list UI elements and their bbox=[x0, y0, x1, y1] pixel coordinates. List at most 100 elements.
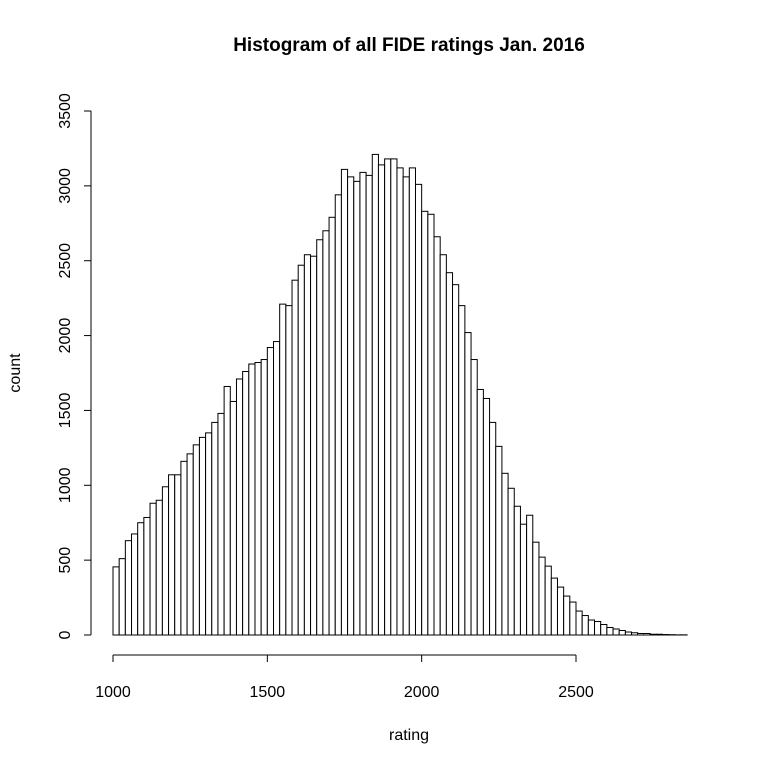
x-axis-label: rating bbox=[389, 727, 429, 744]
y-tick-label: 3500 bbox=[57, 93, 74, 129]
histogram-bar bbox=[371, 153, 379, 636]
histogram-bar bbox=[279, 303, 287, 636]
histogram-bar bbox=[476, 388, 484, 636]
y-tick-label: 2000 bbox=[57, 318, 74, 354]
y-tick-label: 500 bbox=[57, 547, 74, 574]
histogram-bar bbox=[118, 558, 126, 636]
histogram-bar bbox=[556, 586, 565, 636]
y-axis-label: count bbox=[7, 353, 24, 393]
x-tick-label: 1500 bbox=[250, 684, 286, 701]
histogram-bar bbox=[575, 610, 583, 636]
x-tick-label: 2500 bbox=[558, 684, 594, 701]
histogram-bar bbox=[180, 460, 188, 636]
histogram-bar bbox=[464, 332, 472, 636]
histogram-bar bbox=[131, 533, 139, 636]
histogram-bar bbox=[260, 359, 268, 636]
y-axis: 0 500 1000 1500 2000 2500 3000 3500 bbox=[57, 93, 92, 639]
histogram-bar bbox=[328, 216, 336, 636]
histogram-bar bbox=[649, 633, 657, 636]
histogram-bar bbox=[161, 486, 170, 636]
histogram-bar bbox=[322, 230, 330, 636]
histogram-bar bbox=[600, 624, 608, 636]
histogram-bar bbox=[266, 347, 274, 636]
histogram-bar bbox=[495, 445, 503, 636]
histogram-bar bbox=[143, 516, 151, 636]
histogram-bar bbox=[501, 472, 509, 636]
histogram-bar bbox=[402, 176, 410, 636]
histogram-bar bbox=[643, 633, 651, 636]
histogram-bar bbox=[235, 378, 244, 636]
histogram-bar bbox=[433, 236, 441, 636]
histogram-bar bbox=[297, 264, 305, 636]
y-tick-label: 1500 bbox=[57, 393, 74, 429]
histogram-bar bbox=[365, 174, 373, 636]
histogram-bar bbox=[414, 183, 423, 636]
y-tick-label: 2500 bbox=[57, 243, 74, 279]
histogram-bar bbox=[223, 385, 231, 636]
histogram-bar bbox=[618, 630, 626, 636]
histogram-bar bbox=[408, 167, 416, 636]
histogram-bar bbox=[526, 514, 534, 636]
histogram-bar bbox=[211, 421, 219, 636]
histogram-bar bbox=[112, 566, 120, 636]
histogram-bar bbox=[519, 523, 528, 636]
histogram-bar bbox=[507, 487, 515, 636]
histogram-bar bbox=[544, 565, 552, 636]
y-tick-label: 1000 bbox=[57, 467, 74, 503]
x-tick-label: 1000 bbox=[95, 684, 131, 701]
histogram-bar bbox=[489, 421, 497, 636]
histogram-bar bbox=[606, 627, 614, 636]
histogram-bar bbox=[470, 359, 478, 636]
histogram-bar bbox=[217, 412, 225, 636]
histogram-bar bbox=[427, 213, 435, 636]
y-tick-label: 0 bbox=[57, 630, 74, 639]
histogram-bar bbox=[248, 363, 256, 636]
histogram-bar bbox=[229, 400, 237, 636]
histogram-bar bbox=[254, 362, 262, 636]
y-tick-label: 3000 bbox=[57, 168, 74, 204]
histogram-bar bbox=[334, 194, 342, 636]
histogram-bar bbox=[186, 453, 194, 636]
histogram-bar bbox=[340, 168, 349, 636]
histogram-bar bbox=[359, 171, 367, 636]
histogram-bar bbox=[285, 305, 293, 636]
histogram-bar bbox=[513, 505, 521, 636]
histogram-bar bbox=[612, 628, 620, 636]
histogram-bar bbox=[594, 621, 602, 636]
histogram-bar bbox=[137, 522, 145, 636]
histogram-bar bbox=[291, 279, 299, 636]
histogram-bar bbox=[155, 499, 163, 636]
histogram-bar bbox=[458, 305, 466, 636]
histogram-bar bbox=[587, 619, 596, 636]
histogram-bar bbox=[198, 436, 207, 636]
histogram-bar bbox=[149, 502, 157, 636]
histogram-bar bbox=[273, 341, 281, 636]
histogram-bar bbox=[174, 474, 182, 636]
bars-group bbox=[112, 153, 688, 636]
histogram-bar bbox=[581, 615, 589, 636]
histogram-bar bbox=[624, 631, 633, 636]
histogram-bar bbox=[452, 284, 460, 636]
histogram-bar bbox=[353, 180, 361, 636]
x-axis: 1000 1500 2000 2500 bbox=[95, 654, 594, 701]
histogram-bar bbox=[192, 444, 200, 636]
histogram-bar bbox=[482, 397, 491, 636]
histogram-bar bbox=[569, 601, 577, 636]
chart-title: Histogram of all FIDE ratings Jan. 2016 bbox=[233, 35, 585, 56]
histogram-bar bbox=[377, 164, 386, 636]
histogram-bar bbox=[384, 158, 392, 636]
histogram-bar bbox=[242, 371, 250, 636]
histogram-bar bbox=[421, 210, 429, 636]
histogram-bar bbox=[439, 254, 447, 636]
histogram-bar bbox=[445, 272, 454, 636]
histogram-bar bbox=[655, 633, 663, 636]
histogram-bar bbox=[631, 632, 639, 636]
histogram-bar bbox=[532, 541, 540, 636]
histogram-bar bbox=[396, 167, 404, 636]
histogram-bar bbox=[303, 254, 312, 636]
histogram-bar bbox=[637, 633, 645, 636]
histogram-bar bbox=[347, 176, 355, 636]
histogram-bar bbox=[563, 595, 571, 636]
histogram-bar bbox=[550, 577, 558, 636]
